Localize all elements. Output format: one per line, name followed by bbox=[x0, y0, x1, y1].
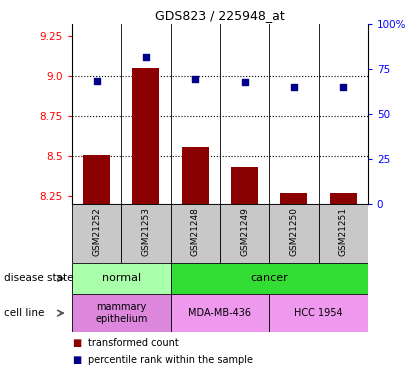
Bar bbox=[171, 294, 269, 332]
Bar bbox=[121, 204, 171, 262]
Text: MDA-MB-436: MDA-MB-436 bbox=[188, 308, 252, 318]
Point bbox=[291, 84, 297, 90]
Point bbox=[143, 54, 149, 60]
Text: GSM21248: GSM21248 bbox=[191, 207, 200, 256]
Bar bbox=[220, 204, 269, 262]
Text: cell line: cell line bbox=[4, 308, 44, 318]
Text: ■: ■ bbox=[72, 355, 81, 365]
Text: GSM21253: GSM21253 bbox=[141, 207, 150, 256]
Bar bbox=[83, 154, 110, 204]
Point bbox=[192, 76, 199, 82]
Bar bbox=[72, 294, 171, 332]
Text: transformed count: transformed count bbox=[88, 338, 179, 348]
Bar bbox=[231, 167, 258, 204]
Bar bbox=[269, 204, 319, 262]
Bar bbox=[171, 262, 368, 294]
Text: ■: ■ bbox=[72, 338, 81, 348]
Point bbox=[340, 84, 346, 90]
Text: GSM21249: GSM21249 bbox=[240, 207, 249, 256]
Point bbox=[93, 78, 100, 84]
Text: normal: normal bbox=[102, 273, 141, 284]
Bar bbox=[72, 204, 121, 262]
Text: GSM21251: GSM21251 bbox=[339, 207, 348, 256]
Text: GSM21252: GSM21252 bbox=[92, 207, 101, 256]
Text: cancer: cancer bbox=[250, 273, 288, 284]
Text: GSM21250: GSM21250 bbox=[289, 207, 298, 256]
Title: GDS823 / 225948_at: GDS823 / 225948_at bbox=[155, 9, 285, 22]
Bar bbox=[269, 294, 368, 332]
Bar bbox=[182, 147, 209, 204]
Bar bbox=[171, 204, 220, 262]
Bar bbox=[319, 204, 368, 262]
Text: mammary
epithelium: mammary epithelium bbox=[95, 302, 148, 324]
Text: disease state: disease state bbox=[4, 273, 74, 284]
Text: percentile rank within the sample: percentile rank within the sample bbox=[88, 355, 253, 365]
Bar bbox=[280, 193, 307, 204]
Bar bbox=[330, 193, 357, 204]
Bar bbox=[72, 262, 171, 294]
Text: HCC 1954: HCC 1954 bbox=[294, 308, 343, 318]
Bar bbox=[132, 68, 159, 204]
Point bbox=[241, 79, 248, 85]
